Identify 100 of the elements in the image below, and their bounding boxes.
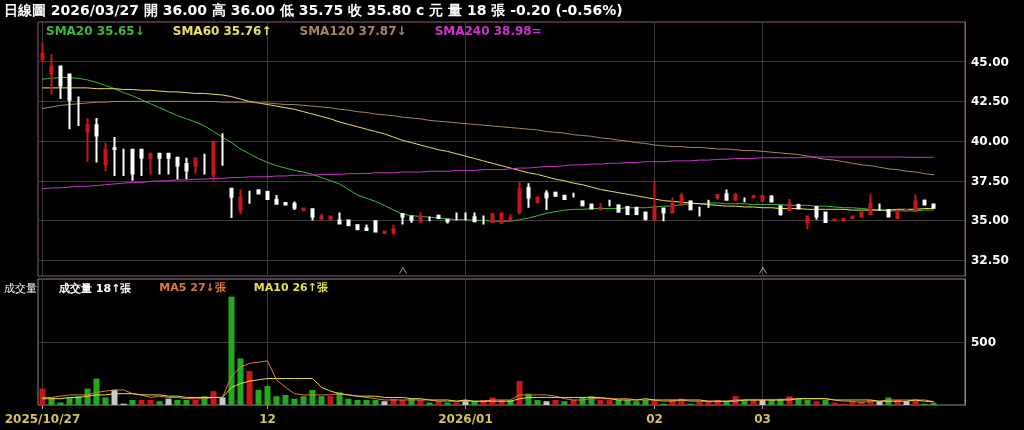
bar bbox=[237, 358, 244, 405]
bar bbox=[300, 396, 307, 405]
bar bbox=[192, 399, 199, 405]
text: SMA20 35.65↓ bbox=[46, 24, 145, 38]
bar bbox=[318, 396, 325, 405]
candlestick bbox=[472, 211, 477, 224]
candlestick bbox=[562, 194, 567, 201]
candlestick bbox=[139, 148, 144, 177]
x-tick-label: 12 bbox=[259, 412, 276, 426]
candlestick bbox=[436, 214, 441, 220]
candlestick bbox=[616, 204, 621, 213]
candlestick bbox=[103, 141, 108, 173]
candlestick bbox=[382, 230, 387, 235]
candlestick bbox=[238, 188, 243, 216]
candlestick bbox=[445, 218, 450, 225]
candlestick bbox=[148, 152, 153, 176]
candlestick bbox=[328, 215, 333, 220]
candlestick bbox=[805, 215, 810, 231]
text: SMA240 38.98= bbox=[434, 24, 542, 38]
candlestick bbox=[850, 215, 855, 220]
candlestick bbox=[373, 220, 378, 233]
candlestick bbox=[319, 213, 324, 220]
x-tick-label: 2026/01 bbox=[438, 412, 493, 426]
candlestick bbox=[517, 181, 522, 216]
bar bbox=[273, 396, 280, 405]
candlestick bbox=[661, 207, 666, 223]
bar bbox=[372, 399, 379, 405]
bar bbox=[795, 398, 802, 405]
bar bbox=[246, 370, 253, 405]
candlestick bbox=[580, 200, 585, 207]
candlestick bbox=[166, 152, 171, 176]
y-tick-label: 32.50 bbox=[971, 253, 1009, 268]
candlestick bbox=[256, 189, 261, 195]
candlestick bbox=[652, 179, 657, 223]
text: SMA60 35.76↑ bbox=[172, 24, 272, 38]
candlestick bbox=[409, 215, 414, 224]
candlestick bbox=[490, 213, 495, 224]
candlestick bbox=[283, 201, 288, 206]
bar bbox=[426, 402, 433, 405]
candlestick bbox=[589, 203, 594, 210]
bar bbox=[264, 386, 271, 405]
candlestick bbox=[634, 206, 639, 216]
candlestick bbox=[400, 213, 405, 226]
candlestick bbox=[913, 193, 918, 212]
bar bbox=[147, 399, 154, 405]
candlestick bbox=[202, 152, 207, 176]
y-tick-label: 42.50 bbox=[971, 94, 1009, 109]
y-tick-label: 37.50 bbox=[971, 173, 1009, 188]
bar bbox=[102, 397, 109, 405]
bar bbox=[804, 399, 811, 405]
bar bbox=[183, 399, 190, 405]
annotation: 成交量 18↑張 bbox=[58, 282, 133, 295]
candlestick bbox=[346, 219, 351, 227]
candlestick bbox=[220, 132, 225, 167]
candlestick bbox=[184, 156, 189, 181]
bar bbox=[129, 399, 136, 405]
candlestick bbox=[859, 211, 864, 218]
bar bbox=[291, 398, 298, 405]
text: SMA120 37.87↓ bbox=[299, 24, 407, 38]
candlestick bbox=[499, 212, 504, 224]
candlestick bbox=[841, 217, 846, 222]
candlestick bbox=[823, 211, 828, 224]
candlestick bbox=[526, 182, 531, 209]
bar bbox=[534, 399, 541, 405]
chart-title: 日線圖 2026/03/27 開 36.00 高 36.00 低 35.75 收 35.80 c 元 量 18 張 -0.20 (-0.56%) bbox=[4, 2, 623, 18]
candlestick bbox=[40, 41, 45, 62]
candlestick bbox=[193, 157, 198, 175]
candlestick bbox=[796, 202, 801, 210]
x-tick-label: 03 bbox=[754, 412, 771, 426]
candlestick bbox=[175, 156, 180, 181]
candlestick bbox=[895, 209, 900, 220]
candlestick bbox=[535, 196, 540, 204]
candlestick bbox=[364, 223, 369, 231]
candlestick bbox=[337, 211, 342, 225]
candlestick bbox=[886, 209, 891, 218]
bar bbox=[381, 401, 388, 405]
candlestick bbox=[643, 211, 648, 222]
text: MA10 26↑張 bbox=[253, 281, 329, 294]
bar bbox=[552, 399, 559, 405]
candlestick bbox=[769, 194, 774, 203]
bar bbox=[345, 398, 352, 405]
line-series bbox=[42, 156, 934, 190]
candlestick bbox=[67, 73, 72, 131]
x-tick-label: 02 bbox=[646, 412, 663, 426]
candlestick bbox=[265, 190, 270, 201]
bar bbox=[606, 399, 613, 405]
candlestick bbox=[868, 193, 873, 216]
bar bbox=[597, 399, 604, 405]
candlestick bbox=[301, 207, 306, 212]
candlestick bbox=[787, 198, 792, 212]
candlestick bbox=[832, 218, 837, 222]
line-series bbox=[42, 100, 934, 176]
bar bbox=[831, 402, 838, 405]
candlestick bbox=[922, 199, 927, 206]
candlestick bbox=[733, 191, 738, 201]
candlestick bbox=[58, 65, 63, 100]
candlestick bbox=[229, 187, 234, 220]
bar bbox=[156, 401, 163, 405]
x-tick-label: 2025/10/27 bbox=[4, 412, 81, 426]
candlestick bbox=[49, 53, 54, 96]
